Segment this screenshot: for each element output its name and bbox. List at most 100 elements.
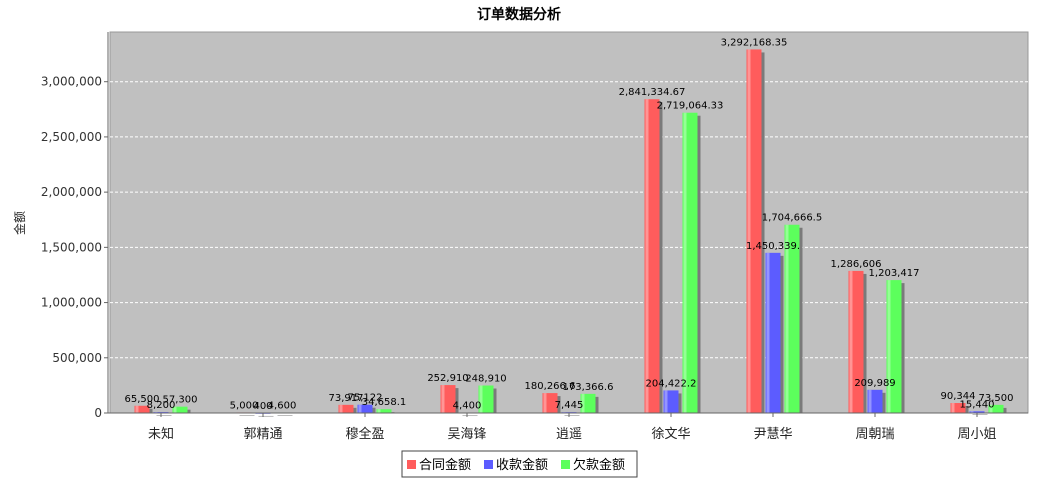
chart-title: 订单数据分析	[477, 6, 561, 23]
bar-0-2	[338, 404, 354, 413]
bar-highlight	[766, 252, 770, 413]
data-label: 57,300	[163, 395, 198, 406]
data-label: 3,292,168.35	[721, 37, 788, 48]
bar-1-8	[969, 411, 985, 413]
bar-highlight	[543, 393, 547, 413]
bar-highlight	[135, 405, 139, 413]
plot-background	[109, 31, 1029, 414]
x-category-label: 周朝瑞	[855, 427, 894, 442]
x-axis-categories: 未知 郭精通 穆全盈 吴海锋 逍遥 徐文华 尹慧华 周朝瑞 周小姐	[148, 413, 997, 442]
bar-1-2	[357, 404, 373, 413]
bar-shadow	[277, 415, 293, 416]
y-tick-label: 2,000,000	[41, 185, 102, 199]
data-label: 34,658.1	[362, 397, 407, 408]
data-label: 7,445	[555, 400, 584, 411]
data-label: 8,200	[147, 400, 176, 411]
bar-highlight	[377, 409, 381, 413]
bar-highlight	[581, 393, 585, 413]
y-tick-label: 1,500,000	[41, 240, 102, 254]
bar-2-4	[580, 393, 596, 413]
bar-highlight	[989, 404, 993, 413]
data-label: 1,286,606	[831, 259, 882, 270]
x-category-label: 穆全盈	[345, 426, 384, 442]
data-label: 4,600	[268, 400, 297, 411]
legend-box	[401, 450, 638, 478]
bar-1-7	[867, 389, 883, 413]
bar-0-8	[950, 403, 966, 413]
bar-2-8	[988, 404, 1004, 413]
bar-1-6	[765, 252, 781, 413]
bar-shadow	[564, 415, 580, 416]
data-label: 73,500	[979, 393, 1014, 404]
x-category-label: 吴海锋	[447, 427, 486, 442]
bar-0-3	[440, 385, 456, 413]
bar-highlight	[479, 385, 483, 413]
bar-highlight	[339, 404, 343, 413]
data-label: 248,910	[465, 374, 506, 385]
y-tick-label: 1,000,000	[41, 296, 102, 310]
bar-0-0	[134, 405, 150, 413]
legend-swatch	[561, 460, 570, 469]
data-label: 180,266.6	[525, 381, 576, 392]
data-label: 15,440	[960, 399, 995, 410]
y-tick-label: 0	[94, 406, 102, 420]
data-label: 1,203,417	[869, 268, 920, 279]
data-label: 4,400	[453, 401, 482, 412]
bar-0-4	[542, 393, 558, 413]
bar-2-3	[478, 385, 494, 413]
data-label: 209,989	[854, 378, 895, 389]
bar-0-7	[848, 270, 864, 413]
bar-highlight	[441, 385, 445, 413]
bar-highlight	[849, 270, 853, 413]
bar-highlight	[645, 99, 649, 413]
y-tick-label: 500,000	[52, 351, 102, 365]
bar-shadow	[972, 414, 988, 415]
bar-2-6	[784, 224, 800, 413]
bar-0-6	[746, 49, 762, 413]
data-label: 75,122	[348, 393, 383, 404]
data-label: 400	[253, 401, 272, 412]
legend: 合同金额 收款金额 欠款金额	[401, 450, 638, 478]
bar-2-2	[376, 409, 392, 413]
bar-highlight	[868, 389, 872, 413]
bar-0-5	[644, 99, 660, 413]
bar-highlight	[970, 411, 974, 413]
bar-highlight	[358, 404, 362, 413]
bar-highlight	[747, 49, 751, 413]
x-category-label: 郭精通	[243, 426, 282, 442]
data-label: 204,422.2	[646, 378, 697, 389]
data-label: 2,841,334.67	[619, 87, 686, 98]
x-category-label: 尹慧华	[753, 426, 792, 442]
bar-shadow	[258, 415, 274, 417]
x-category-label: 周小姐	[957, 427, 996, 442]
y-axis-label: 金额	[12, 211, 27, 235]
bars	[134, 49, 1007, 417]
data-label: 173,366.6	[563, 382, 614, 393]
bar-highlight	[785, 224, 789, 413]
grid-lines	[110, 81, 1028, 359]
x-category-label: 徐文华	[651, 427, 690, 442]
bar-shadow	[462, 415, 478, 417]
y-tick-label: 3,000,000	[41, 75, 102, 89]
data-label: 65,500	[125, 394, 160, 405]
bar-shadow	[239, 415, 255, 416]
legend-label: 合同金额	[419, 457, 471, 473]
bar-2-7	[886, 280, 902, 413]
bar-highlight	[887, 280, 891, 413]
legend-swatch	[484, 460, 493, 469]
bar-highlight	[173, 406, 177, 413]
legend-label: 收款金额	[496, 457, 548, 473]
data-label: 90,344	[941, 391, 976, 402]
data-label: 73,917	[329, 393, 364, 404]
data-label: 252,910	[427, 373, 468, 384]
data-label: 2,719,064.33	[657, 101, 724, 112]
data-label: 1,450,339.	[746, 241, 800, 252]
bar-2-0	[172, 406, 188, 413]
y-tick-label: 2,500,000	[41, 130, 102, 144]
bar-2-5	[682, 112, 698, 414]
x-category-label: 未知	[148, 426, 174, 442]
bar-highlight	[683, 112, 687, 414]
data-label: 1,704,666.5	[762, 213, 822, 224]
